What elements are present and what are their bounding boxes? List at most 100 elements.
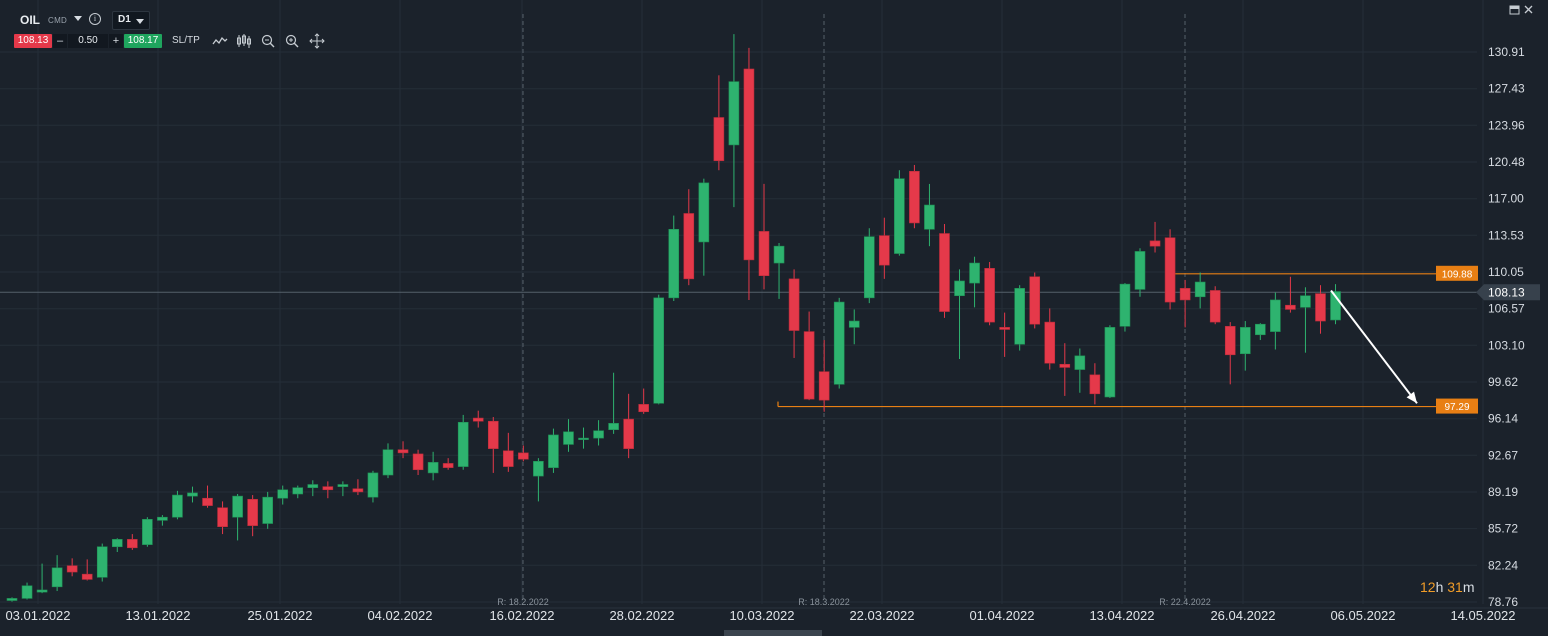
candle-body: [111, 539, 123, 548]
zoom-out-icon[interactable]: [260, 33, 276, 49]
candle-body: [1134, 251, 1146, 290]
horizontal-levels[interactable]: 109.88 97.29: [0, 265, 1478, 414]
candle-body: [1300, 295, 1311, 308]
candle-body: [578, 437, 589, 440]
candle-body: [593, 430, 604, 439]
countdown-hours: 12: [1420, 579, 1436, 595]
candle-body: [638, 404, 649, 413]
candle-body: [999, 327, 1010, 330]
current-price-tag: [1476, 284, 1540, 301]
date-tick-label: 25.01.2022: [247, 608, 312, 623]
candle-body: [758, 231, 770, 276]
price-tick-label: 113.53: [1488, 228, 1524, 242]
candle-body: [1164, 237, 1176, 303]
line-chart-icon[interactable]: [212, 33, 228, 49]
level-tag-label: 109.88: [1442, 269, 1473, 280]
candle-body: [352, 488, 364, 493]
symbol-name[interactable]: OIL: [20, 13, 40, 27]
candle-body: [142, 519, 153, 545]
candle-body: [217, 507, 228, 527]
date-tick-label: 16.02.2022: [489, 608, 554, 623]
candle-body: [442, 463, 454, 468]
candle-body: [533, 461, 544, 477]
candle-body: [1089, 374, 1101, 395]
candle-body: [1119, 283, 1131, 327]
date-tick-label: 06.05.2022: [1330, 608, 1395, 623]
price-tick-label: 96.14: [1488, 412, 1518, 426]
candle-body: [337, 484, 349, 487]
candle-body: [1209, 290, 1221, 323]
forecast-arrow[interactable]: [1330, 289, 1418, 404]
candle-body: [1104, 327, 1116, 398]
candle-body: [803, 331, 815, 400]
rollover-label: R: 18.3.2022: [798, 597, 850, 607]
price-tick-label: 106.57: [1488, 302, 1525, 316]
sltp-button[interactable]: SL/TP: [172, 35, 200, 46]
level-tag: [1436, 265, 1478, 281]
countdown-minutes-unit: m: [1462, 579, 1475, 595]
price-tick-label: 110.05: [1488, 265, 1524, 279]
candle-body: [788, 278, 800, 331]
candle-body: [683, 213, 695, 280]
candle-body: [608, 423, 619, 430]
candle-body: [503, 450, 514, 467]
candle-body: [954, 280, 965, 297]
candle-body: [51, 567, 63, 588]
minimize-icon[interactable]: [1509, 5, 1520, 15]
timeframe-select[interactable]: D1: [112, 11, 150, 30]
candle-body: [818, 371, 830, 401]
date-tick-label: 26.04.2022: [1210, 608, 1275, 623]
price-tick-label: 123.96: [1488, 118, 1525, 132]
info-icon[interactable]: i: [89, 13, 101, 25]
price-tick-label: 99.62: [1488, 375, 1518, 389]
candle-body: [382, 449, 394, 476]
date-axis[interactable]: 03.01.2022 13.01.2022 25.01.2022 04.02.2022…: [5, 608, 1516, 636]
candles-icon[interactable]: [236, 33, 252, 49]
candle-body: [518, 452, 529, 460]
candle-body: [457, 421, 469, 467]
price-axis[interactable]: 130.91 127.43 123.96 120.48 117.00 113.53 110.…: [1476, 45, 1540, 609]
date-tick-label: 14.05.2022: [1450, 608, 1515, 623]
volume-input[interactable]: 0.50: [68, 34, 108, 48]
move-icon[interactable]: [309, 33, 325, 49]
symbol-dropdown-icon[interactable]: [74, 16, 82, 21]
candle-body: [894, 178, 905, 254]
candle-body: [187, 492, 198, 497]
candle-body: [1014, 288, 1025, 345]
candle-body: [487, 420, 499, 449]
close-icon[interactable]: [1524, 5, 1533, 14]
candle-body: [6, 598, 18, 601]
date-tick-label: 28.02.2022: [609, 608, 674, 623]
window-controls: [1509, 5, 1533, 15]
zoom-in-icon[interactable]: [284, 33, 300, 49]
candle-body: [1330, 291, 1341, 321]
rollover-label: R: 22.4.2022: [1159, 597, 1211, 607]
candle-body: [1194, 281, 1206, 298]
price-tick-label: 89.19: [1488, 485, 1518, 499]
candle-body: [1179, 288, 1191, 301]
candle-body: [262, 496, 273, 524]
candle-body: [307, 484, 319, 488]
candle-countdown: 12h 31m: [1420, 579, 1475, 595]
price-tick-label: 78.76: [1488, 595, 1518, 609]
candle-body: [127, 539, 138, 549]
candle-body: [277, 489, 289, 499]
price-tick-label: 85.72: [1488, 522, 1518, 536]
date-tick-label: 13.04.2022: [1089, 608, 1154, 623]
candle-body: [1285, 304, 1296, 310]
sell-button[interactable]: 108.13: [14, 34, 52, 48]
date-tick-label: 10.03.2022: [729, 608, 794, 623]
arrow-shaft: [1330, 289, 1418, 404]
price-tick-label: 120.48: [1488, 155, 1525, 169]
date-tick-label: 04.02.2022: [367, 608, 432, 623]
rollover-label: R: 18.2.2022: [497, 597, 549, 607]
current-price-label: 108.13: [1488, 286, 1525, 300]
buy-button[interactable]: 108.17: [124, 34, 162, 48]
candle-body: [833, 301, 845, 385]
candle-body: [879, 235, 890, 266]
volume-increase-button[interactable]: +: [109, 34, 123, 48]
candle-body: [1315, 293, 1326, 322]
volume-decrease-button[interactable]: –: [53, 34, 67, 48]
date-tick-label: 03.01.2022: [5, 608, 70, 623]
